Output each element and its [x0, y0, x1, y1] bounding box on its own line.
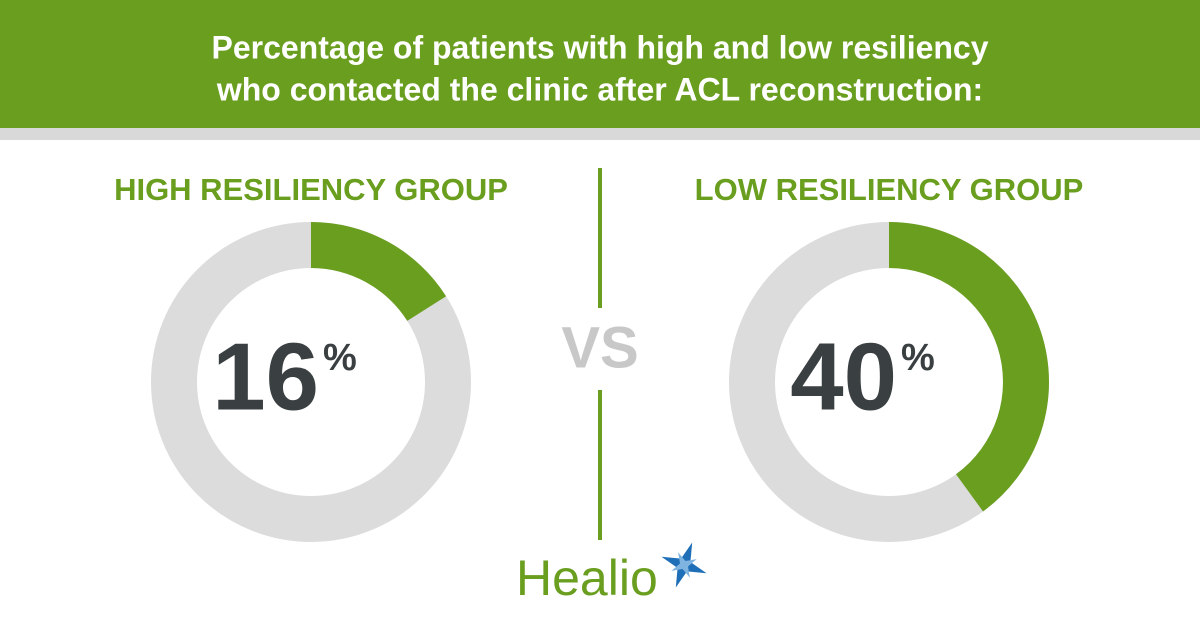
- logo-text: Healio: [516, 550, 658, 606]
- value-unit: %: [323, 337, 357, 379]
- group-title: HIGH RESILIENCY GROUP: [114, 172, 508, 207]
- logo-star: [661, 542, 707, 588]
- header-band: [0, 0, 1200, 128]
- title-line: who contacted the clinic after ACL recon…: [216, 71, 983, 107]
- header-strip: [0, 128, 1200, 140]
- vs-label: VS: [561, 315, 638, 380]
- donut-segment: [889, 222, 1049, 512]
- value-label: 40: [790, 323, 897, 430]
- value-unit: %: [901, 337, 935, 379]
- value-label: 16: [212, 323, 319, 430]
- title-line: Percentage of patients with high and low…: [211, 29, 988, 65]
- group-title: LOW RESILIENCY GROUP: [695, 172, 1084, 207]
- donut-segment: [311, 222, 447, 321]
